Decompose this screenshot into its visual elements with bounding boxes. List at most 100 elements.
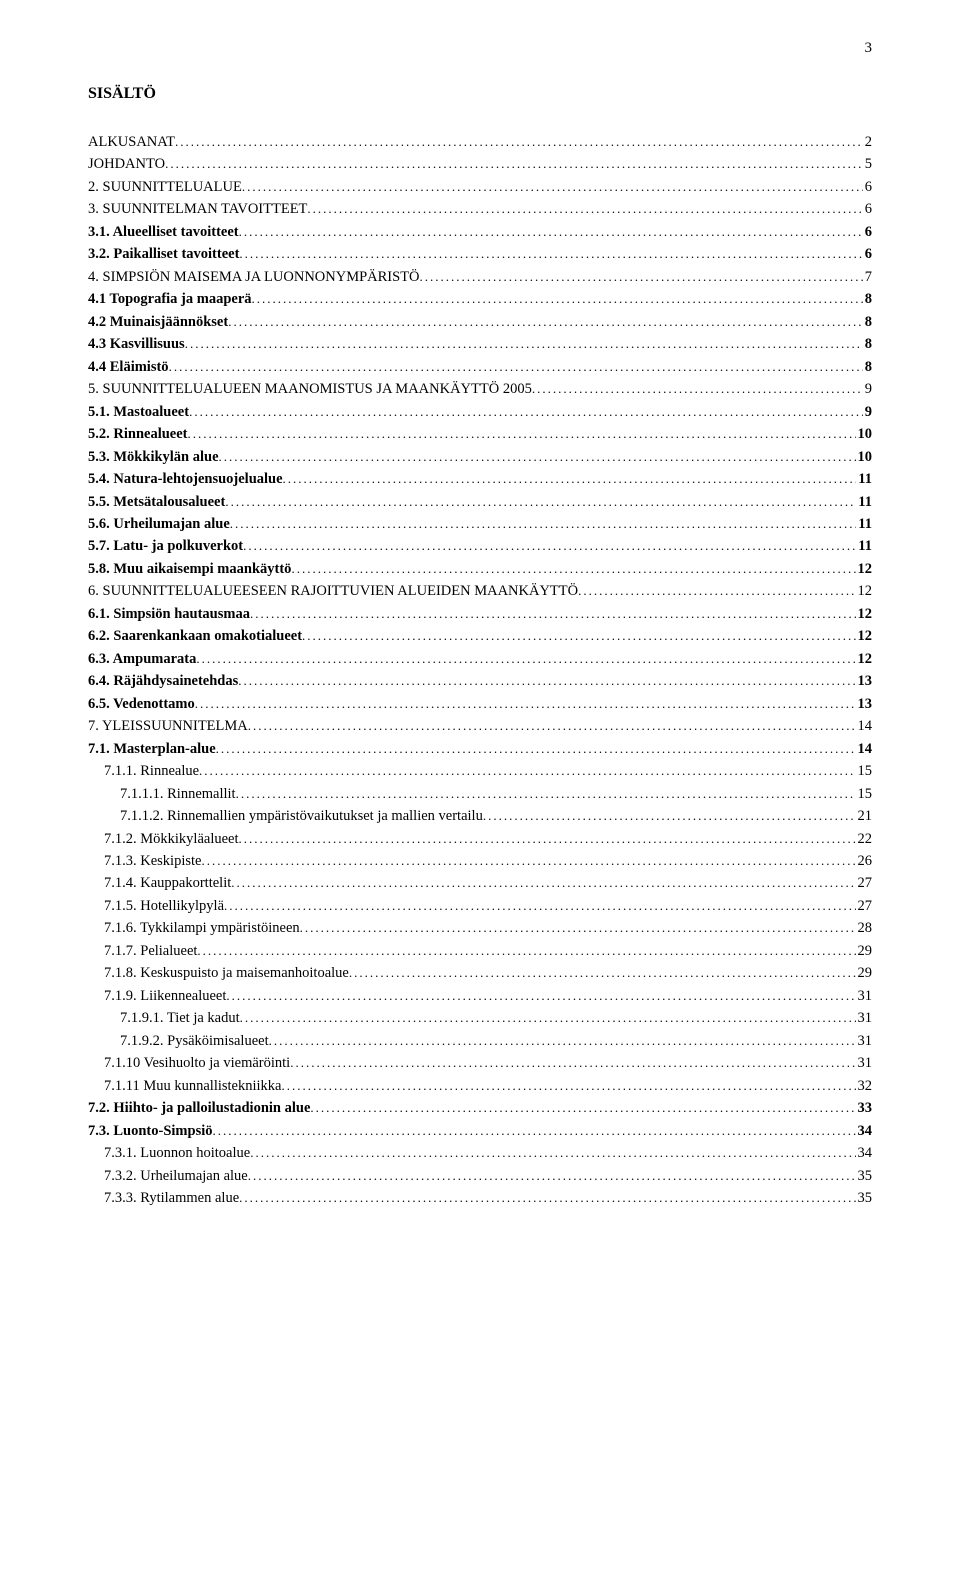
toc-page: 15 [856,760,873,782]
toc-label: 7.1.9.2. Pysäköimisalueet [120,1030,269,1052]
toc-page: 9 [863,378,872,400]
toc-row: 6.5. Vedenottamo 13 [88,693,872,715]
toc-page: 33 [856,1097,873,1119]
toc-row: 5.8. Muu aikaisempi maankäyttö12 [88,558,872,580]
toc-page: 8 [863,311,872,333]
toc-page: 2 [863,131,872,153]
toc-page: 8 [863,333,872,355]
toc-label: 2. SUUNNITTELUALUE [88,176,242,198]
toc-dot-leader [197,941,855,961]
toc-label: 6.1. Simpsiön hautausmaa [88,603,250,625]
toc-row: 7.1.2. Mökkikyläalueet22 [88,828,872,850]
toc-row: 5.6. Urheilumajan alue11 [88,513,872,535]
toc-row: JOHDANTO5 [88,153,872,175]
toc-label: 7.1.9.1. Tiet ja kadut [120,1007,240,1029]
toc-row: 7.1.1.2. Rinnemallien ympäristövaikutuks… [88,805,872,827]
toc-row: 7.1.7. Pelialueet29 [88,940,872,962]
toc-dot-leader [578,581,855,601]
toc-row: 6.4. Räjähdysainetehdas13 [88,670,872,692]
toc-page: 27 [856,895,873,917]
toc-page: 11 [856,468,872,490]
toc-row: 7.1.9.2. Pysäköimisalueet 31 [88,1030,872,1052]
toc-row: 5. SUUNNITTELUALUEEN MAANOMISTUS JA MAAN… [88,378,872,400]
toc-page: 13 [856,693,873,715]
toc-row: 7.1.10 Vesihuolto ja viemäröinti31 [88,1052,872,1074]
toc-dot-leader [216,739,856,759]
toc-label: 5.2. Rinnealueet [88,423,187,445]
toc-row: 5.1. Mastoalueet9 [88,401,872,423]
toc-page: 29 [856,962,873,984]
toc-page: 11 [856,491,872,513]
toc-dot-leader [189,402,863,422]
toc-label: 4. SIMPSIÖN MAISEMA JA LUONNONYMPÄRISTÖ [88,266,420,288]
toc-row: 3. SUUNNITELMAN TAVOITTEET 6 [88,198,872,220]
toc-label: 7.3.1. Luonnon hoitoalue [104,1142,250,1164]
toc-page: 14 [856,715,873,737]
toc-row: 7.1.5. Hotellikylpylä 27 [88,895,872,917]
toc-label: 5.7. Latu- ja polkuverkot [88,535,243,557]
toc-label: 3.1. Alueelliset tavoitteet [88,221,239,243]
toc-label: 7.1. Masterplan-alue [88,738,216,760]
toc-label: 4.3 Kasvillisuus [88,333,185,355]
toc-row: 4.3 Kasvillisuus 8 [88,333,872,355]
toc-label: 6.2. Saarenkankaan omakotialueet [88,625,302,647]
toc-row: 6.3. Ampumarata12 [88,648,872,670]
toc-row: 3.2. Paikalliset tavoitteet6 [88,243,872,265]
toc-label: 7.1.5. Hotellikylpylä [104,895,224,917]
toc-label: 6.5. Vedenottamo [88,693,195,715]
toc-dot-leader [195,694,856,714]
toc-dot-leader [290,1053,855,1073]
toc-label: ALKUSANAT [88,131,175,153]
toc-dot-leader [252,289,863,309]
toc-label: 7.1.9. Liikennealueet [104,985,226,1007]
toc-dot-leader [250,604,856,624]
toc-page: 21 [856,805,873,827]
toc-dot-leader [187,424,855,444]
toc-label: 4.1 Topografia ja maaperä [88,288,252,310]
toc-dot-leader [239,244,862,264]
toc-page: 27 [856,872,873,894]
toc-row: 7.1.3. Keskipiste26 [88,850,872,872]
toc-row: 7.1.6. Tykkilampi ympäristöineen28 [88,917,872,939]
toc-dot-leader [201,851,855,871]
toc-label: 5.5. Metsätalousalueet [88,491,225,513]
toc-label: 3.2. Paikalliset tavoitteet [88,243,239,265]
toc-page: 31 [856,1030,873,1052]
toc-dot-leader [250,1143,855,1163]
toc-label: 5.3. Mökkikylän alue [88,446,219,468]
toc-dot-leader [175,132,863,152]
toc-label: 7.1.10 Vesihuolto ja viemäröinti [104,1052,290,1074]
toc-dot-leader [310,1098,855,1118]
toc-page: 15 [856,783,873,805]
toc-page: 12 [856,603,873,625]
toc-page: 34 [856,1142,873,1164]
toc-dot-leader [291,559,855,579]
toc-page: 5 [863,153,872,175]
toc-dot-leader [283,469,857,489]
toc-dot-leader [219,447,856,467]
toc-dot-leader [242,177,863,197]
toc-row: 7.1.11 Muu kunnallistekniikka32 [88,1075,872,1097]
toc-label: 7.1.1. Rinnealue [104,760,199,782]
toc-dot-leader [243,536,856,556]
toc-label: 3. SUUNNITELMAN TAVOITTEET [88,198,307,220]
toc-row: 7. YLEISSUUNNITELMA14 [88,715,872,737]
toc-page: 11 [856,535,872,557]
toc-label: 7.1.4. Kauppakorttelit [104,872,231,894]
toc-page: 10 [856,446,873,468]
toc-row: 4.1 Topografia ja maaperä8 [88,288,872,310]
toc-dot-leader [165,154,863,174]
toc-page: 6 [863,198,872,220]
toc-label: 7.1.7. Pelialueet [104,940,197,962]
toc-row: 7.3.3. Rytilammen alue35 [88,1187,872,1209]
toc-dot-leader [185,334,863,354]
toc-dot-leader [483,806,856,826]
toc-dot-leader [224,896,855,916]
toc-page: 13 [856,670,873,692]
toc-page: 12 [856,648,873,670]
toc-dot-leader [248,716,856,736]
toc-row: 7.3.2. Urheilumajan alue35 [88,1165,872,1187]
toc-dot-leader [532,379,863,399]
toc-row: 4. SIMPSIÖN MAISEMA JA LUONNONYMPÄRISTÖ7 [88,266,872,288]
toc-label: 7.1.2. Mökkikyläalueet [104,828,239,850]
